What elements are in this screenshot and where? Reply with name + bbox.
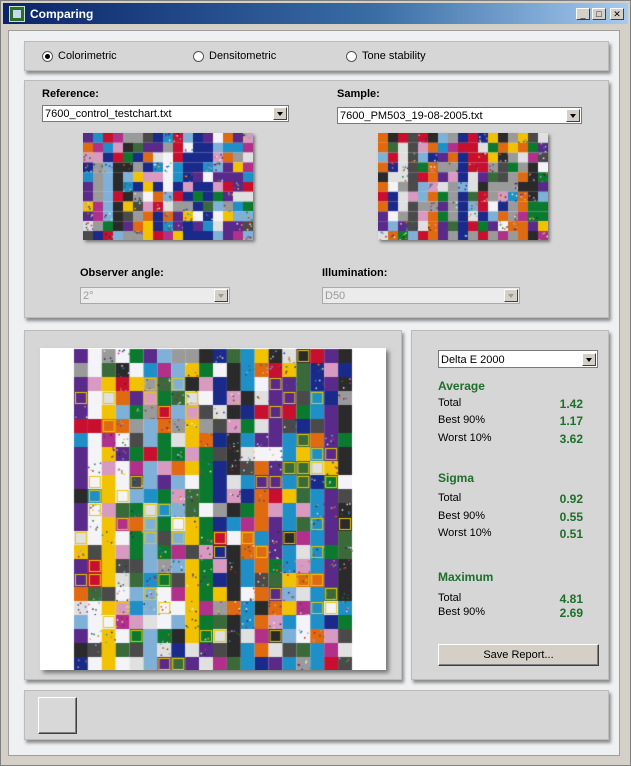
stat-label: Total: [438, 397, 462, 409]
title-bar[interactable]: Comparing _ □ ✕: [3, 3, 628, 24]
close-button[interactable]: ✕: [610, 8, 624, 20]
sample-file-select[interactable]: 7600_PM503_19-08-2005.txt: [337, 107, 582, 124]
minimize-button[interactable]: _: [576, 8, 590, 20]
stat-value: 1.42: [559, 397, 583, 411]
stat-label: Worst 10%: [438, 432, 492, 444]
radio-label: Densitometric: [209, 50, 277, 62]
chevron-down-icon[interactable]: [566, 109, 580, 122]
sigma-title: Sigma: [438, 471, 475, 485]
radio-label: Tone stability: [362, 50, 426, 62]
radio-densitometric[interactable]: Densitometric: [193, 50, 276, 62]
save-report-button[interactable]: Save Report...: [438, 644, 599, 666]
sample-file-value: 7600_PM503_19-08-2005.txt: [340, 110, 483, 122]
sigma-total-row: Total 0.92: [438, 492, 583, 506]
average-total-row: Total 1.42: [438, 397, 583, 411]
mode-panel: [24, 41, 609, 71]
observer-angle-value: 2°: [83, 290, 94, 302]
sample-chart-thumbnail: [378, 133, 548, 240]
stat-value: 0.55: [559, 510, 583, 524]
maximize-button[interactable]: □: [592, 8, 606, 20]
reference-file-value: 7600_control_testchart.txt: [45, 108, 172, 120]
chevron-down-icon: [214, 289, 228, 302]
stat-label: Best 90%: [438, 606, 486, 618]
bottom-panel: [24, 690, 609, 740]
chevron-down-icon[interactable]: [273, 107, 287, 120]
radio-tone-stability[interactable]: Tone stability: [346, 50, 426, 62]
observer-angle-label: Observer angle:: [80, 267, 164, 279]
metric-select[interactable]: Delta E 2000: [438, 350, 598, 368]
color-swatch-button[interactable]: [38, 697, 77, 734]
stat-value: 0.51: [559, 527, 583, 541]
stat-value: 1.17: [559, 414, 583, 428]
radio-label: Colorimetric: [58, 50, 117, 62]
illumination-value: D50: [325, 290, 346, 302]
maximum-title: Maximum: [438, 570, 494, 584]
stat-value: 0.92: [559, 492, 583, 506]
average-title: Average: [438, 379, 485, 393]
radio-colorimetric[interactable]: Colorimetric: [42, 50, 117, 62]
radio-dot[interactable]: [42, 50, 53, 62]
chevron-down-icon[interactable]: [582, 353, 596, 366]
metric-value: Delta E 2000: [441, 354, 505, 366]
stat-value: 3.62: [559, 432, 583, 446]
radio-dot[interactable]: [346, 50, 357, 62]
illumination-label: Illumination:: [322, 267, 388, 279]
average-worst-row: Worst 10% 3.62: [438, 432, 583, 446]
app-icon: [9, 6, 25, 22]
sample-label: Sample:: [337, 88, 380, 100]
observer-angle-select: 2°: [80, 287, 230, 304]
chevron-down-icon: [504, 289, 518, 302]
illumination-select: D50: [322, 287, 520, 304]
stat-label: Best 90%: [438, 414, 486, 426]
stat-label: Total: [438, 492, 462, 504]
window-title: Comparing: [30, 7, 94, 21]
radio-dot[interactable]: [193, 50, 204, 62]
comparison-chart: [40, 348, 386, 670]
maximum-total-row: Total 4.81: [438, 592, 583, 606]
stat-label: Best 90%: [438, 510, 486, 522]
sigma-worst-row: Worst 10% 0.51: [438, 527, 583, 541]
reference-file-select[interactable]: 7600_control_testchart.txt: [42, 105, 289, 122]
average-best-row: Best 90% 1.17: [438, 414, 583, 428]
stat-value: 4.81: [559, 592, 583, 606]
stat-label: Total: [438, 592, 462, 604]
reference-chart-thumbnail: [83, 133, 253, 240]
stat-value: 2.69: [559, 606, 583, 620]
reference-label: Reference:: [42, 88, 99, 100]
stat-label: Worst 10%: [438, 527, 492, 539]
maximum-best-row: Best 90% 2.69: [438, 606, 583, 620]
statistics-panel: [411, 330, 609, 680]
sigma-best-row: Best 90% 0.55: [438, 510, 583, 524]
